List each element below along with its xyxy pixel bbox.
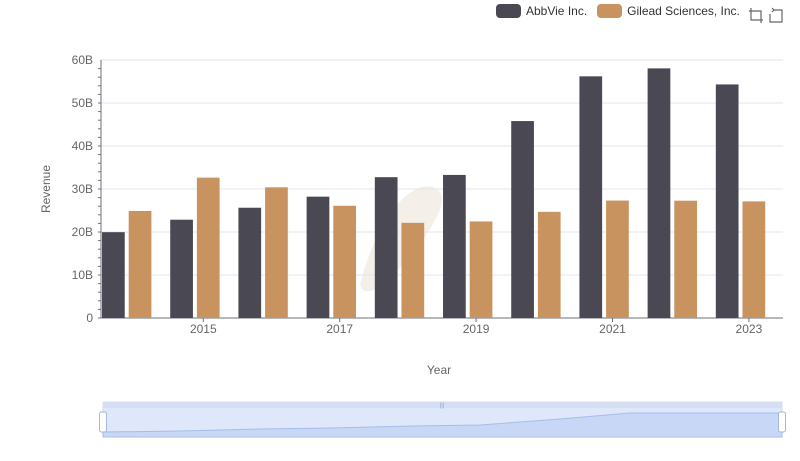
legend-item-gilead[interactable]: Gilead Sciences, Inc. (597, 4, 740, 18)
bar-abbvie-2019[interactable] (443, 174, 466, 318)
bar-abbvie-2018[interactable] (374, 177, 398, 318)
zoom-slider-top-bar[interactable] (103, 402, 782, 408)
x-axis-title: Year (427, 363, 451, 377)
y-tick-label: 60B (72, 53, 93, 67)
bar-gilead-2014[interactable] (128, 210, 152, 318)
zoom-handle-right[interactable] (778, 411, 786, 433)
restore-icon[interactable] (766, 6, 784, 24)
x-tick-label: 2023 (736, 322, 763, 336)
legend-swatch-gilead (597, 4, 623, 18)
bar-abbvie-2021[interactable] (579, 76, 603, 318)
bar-gilead-2021[interactable] (606, 200, 629, 318)
x-tick-label: 2019 (463, 322, 490, 336)
zoom-slider-preview-area (102, 412, 783, 438)
bar-abbvie-2022[interactable] (647, 68, 671, 318)
y-tick-label: 0 (86, 311, 93, 325)
x-tick-label: 2021 (599, 322, 626, 336)
bar-abbvie-2017[interactable] (306, 196, 330, 318)
bar-abbvie-2023[interactable] (715, 84, 739, 318)
bar-gilead-2022[interactable] (674, 200, 697, 318)
zoom-icon[interactable] (747, 6, 765, 24)
x-tick-label: 2015 (190, 322, 217, 336)
legend-swatch-abbvie (496, 4, 521, 18)
bar-abbvie-2014[interactable] (102, 232, 125, 318)
y-tick-label: 40B (72, 139, 93, 153)
bar-gilead-2017[interactable] (333, 205, 356, 318)
bar-gilead-2023[interactable] (742, 201, 766, 318)
legend-item-abbvie[interactable]: AbbVie Inc. (496, 4, 587, 18)
y-tick-label: 10B (72, 268, 93, 282)
bar-gilead-2020[interactable] (537, 211, 561, 318)
bar-gilead-2019[interactable] (469, 221, 493, 318)
x-tick-label: 2017 (326, 322, 353, 336)
bar-abbvie-2016[interactable] (238, 207, 262, 318)
legend-label-gilead: Gilead Sciences, Inc. (627, 4, 740, 18)
chart-legend: AbbVie Inc. Gilead Sciences, Inc. (496, 4, 750, 18)
y-tick-label: 50B (72, 96, 93, 110)
y-tick-label: 20B (72, 225, 93, 239)
y-tick-label: 30B (72, 182, 93, 196)
zoom-slider-grip-icon: ||| (440, 403, 445, 409)
y-axis-title: Revenue (39, 165, 53, 213)
zoom-handle-left[interactable] (99, 411, 107, 433)
bar-abbvie-2020[interactable] (511, 121, 534, 318)
bar-abbvie-2015[interactable] (170, 219, 193, 318)
legend-label-abbvie: AbbVie Inc. (526, 4, 588, 18)
data-zoom-slider[interactable]: ||| (99, 401, 786, 438)
bar-gilead-2018[interactable] (401, 222, 425, 318)
chart-toolbox (746, 6, 784, 24)
bar-gilead-2015[interactable] (196, 177, 220, 318)
bar-gilead-2016[interactable] (265, 187, 288, 318)
